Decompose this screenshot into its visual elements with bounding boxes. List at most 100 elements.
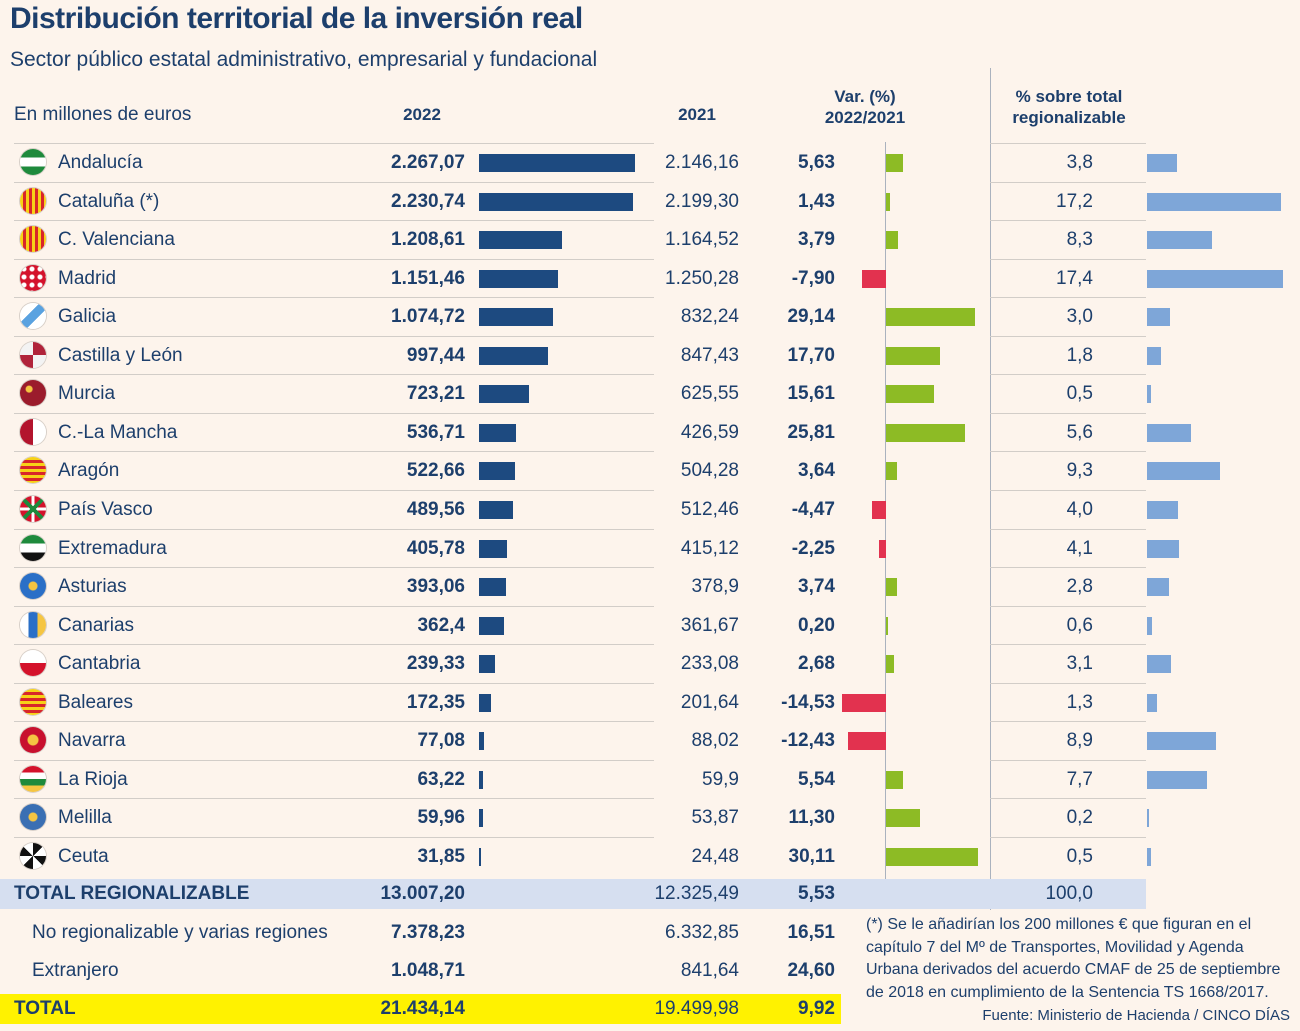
table-row: País Vasco 489,56 512,46 -4,47 4,0 (0, 489, 1300, 528)
extremadura-flag-icon (20, 534, 46, 561)
row-divider (14, 451, 654, 453)
total-regionalizable-row: TOTAL REGIONALIZABLE 13.007,20 12.325,49… (0, 879, 1146, 909)
bar-2022 (479, 346, 548, 365)
no-regionalizable-2022: 7.378,23 (391, 922, 465, 943)
row-divider (990, 567, 1146, 569)
row-divider (14, 374, 654, 376)
row-divider (14, 528, 654, 530)
extranjero-row: Extranjero 1.048,71 841,64 24,60 (0, 956, 850, 986)
value-pct: 7,7 (1066, 768, 1093, 790)
value-2021: 361,67 (680, 614, 739, 636)
region-name: Canarias (58, 614, 135, 636)
bar-var (886, 462, 898, 481)
bar-pct (1147, 655, 1172, 674)
value-pct: 3,0 (1066, 306, 1093, 328)
bar-2022 (479, 192, 633, 211)
madrid-flag-icon (20, 264, 46, 291)
value-2021: 426,59 (680, 421, 739, 443)
value-2021: 2.199,30 (665, 190, 739, 212)
row-divider (990, 759, 1146, 761)
bar-pct (1147, 770, 1208, 789)
region-name: C. Valenciana (58, 229, 175, 251)
bar-2022 (479, 308, 553, 327)
row-divider (14, 181, 654, 183)
value-2022: 1.074,72 (391, 306, 465, 328)
value-2021: 504,28 (680, 460, 739, 482)
total-bg (0, 994, 841, 1024)
footnote: (*) Se le añadirían los 200 millones € q… (866, 916, 1281, 1001)
region-name: Cantabria (58, 653, 141, 675)
asturias-flag-icon (20, 573, 46, 600)
value-2022: 522,66 (406, 460, 465, 482)
bar-var (848, 732, 886, 751)
bar-pct (1147, 693, 1158, 712)
row-divider (14, 721, 654, 723)
row-divider (14, 258, 654, 260)
units-label: En millones de euros (14, 104, 192, 125)
value-pct: 1,8 (1066, 344, 1093, 366)
value-2021: 53,87 (691, 807, 739, 829)
value-pct: 17,4 (1056, 267, 1093, 289)
value-var: 25,81 (787, 421, 835, 443)
value-2021: 378,9 (691, 576, 739, 598)
value-pct: 8,9 (1066, 730, 1093, 752)
value-var: 5,63 (798, 152, 835, 173)
value-var: 0,20 (798, 614, 835, 636)
table-row: La Rioja 63,22 59,9 5,54 7,7 (0, 759, 1300, 798)
total-regionalizable-2022: 13.007,20 (380, 883, 465, 904)
value-2021: 1.164,52 (665, 229, 739, 251)
bar-var (886, 385, 934, 404)
value-pct: 3,8 (1066, 152, 1093, 173)
row-divider (990, 682, 1146, 684)
extranjero-var: 24,60 (787, 960, 835, 981)
bar-var (886, 770, 903, 789)
bar-var (886, 578, 898, 597)
region-name: Ceuta (58, 845, 109, 867)
region-name: C.-La Mancha (58, 421, 178, 443)
value-pct: 4,1 (1066, 537, 1093, 559)
region-name: Murcia (58, 383, 116, 405)
cataluna-flag-icon (20, 187, 46, 214)
value-var: 2,68 (798, 653, 835, 675)
value-pct: 2,8 (1066, 576, 1093, 598)
total-2022: 21.434,14 (380, 998, 465, 1019)
bar-2022 (479, 423, 516, 442)
value-pct: 8,3 (1066, 229, 1093, 251)
baleares-flag-icon (20, 688, 46, 715)
region-name: Navarra (58, 730, 126, 752)
value-2021: 1.250,28 (665, 267, 739, 289)
value-2021: 201,64 (680, 691, 739, 713)
row-divider (990, 798, 1146, 800)
region-name: Castilla y León (58, 344, 183, 366)
header-2021: 2021 (678, 105, 716, 124)
bar-2022 (479, 732, 485, 751)
bar-pct (1147, 192, 1282, 211)
bar-2022 (479, 269, 559, 288)
value-2022: 2.267,07 (391, 152, 465, 173)
region-name: Baleares (58, 691, 133, 713)
value-2022: 63,22 (417, 768, 465, 790)
navarra-flag-icon (20, 727, 46, 754)
value-2022: 239,33 (406, 653, 465, 675)
table-row: C. Valenciana 1.208,61 1.164,52 3,79 8,3 (0, 220, 1300, 258)
table-row: Cataluña (*) 2.230,74 2.199,30 1,43 17,2 (0, 181, 1300, 220)
value-pct: 4,0 (1066, 498, 1093, 520)
row-divider (990, 258, 1146, 260)
value-var: 15,61 (787, 383, 835, 405)
bar-2022 (479, 462, 515, 481)
no-regionalizable-label: No regionalizable y varias regiones (32, 922, 328, 943)
bar-pct (1147, 500, 1179, 519)
value-2021: 59,9 (702, 768, 739, 790)
region-name: Extremadura (58, 537, 167, 559)
row-divider (990, 836, 1146, 838)
table-row: Cantabria 239,33 233,08 2,68 3,1 (0, 644, 1300, 682)
table-row: Asturias 393,06 378,9 3,74 2,8 (0, 567, 1300, 605)
value-2021: 2.146,16 (665, 152, 739, 173)
row-divider (14, 412, 654, 414)
table-row: Ceuta 31,85 24,48 30,11 0,5 (0, 836, 1300, 875)
murcia-flag-icon (20, 380, 46, 407)
value-2022: 31,85 (417, 845, 465, 867)
andalucia-flag-icon (20, 149, 46, 175)
total-row: TOTAL 21.434,14 19.499,98 9,92 (0, 994, 841, 1024)
table-row: Baleares 172,35 201,64 -14,53 1,3 (0, 682, 1300, 721)
